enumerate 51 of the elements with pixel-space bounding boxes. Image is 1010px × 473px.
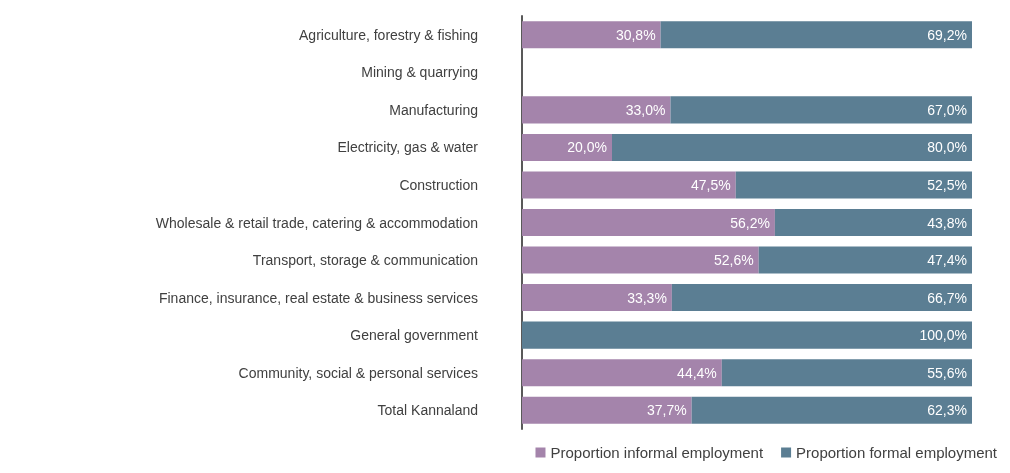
y-tick-label: Finance, insurance, real estate & business services — [158, 289, 478, 306]
data-label: 62,3% — [927, 402, 967, 419]
bar — [522, 321, 972, 349]
bar — [522, 133, 612, 161]
legend-label: Proportion formal employment — [796, 444, 998, 461]
bar — [670, 96, 972, 124]
data-label: 47,4% — [927, 252, 967, 269]
y-tick-label: Total Kannaland — [377, 402, 478, 419]
y-tick-label: General government — [350, 327, 479, 344]
data-label: 67,0% — [927, 101, 967, 118]
y-tick-label: Mining & quarrying — [361, 64, 478, 81]
y-tick-label: Manufacturing — [389, 101, 478, 118]
bar — [671, 284, 972, 312]
bar — [522, 208, 775, 237]
bar — [522, 284, 672, 312]
bar — [522, 21, 661, 49]
y-tick-label: Electricity, gas & water — [337, 139, 479, 156]
data-label: 52,6% — [714, 252, 754, 269]
data-label: 52,5% — [927, 176, 967, 193]
bar — [522, 359, 722, 387]
data-label: 43,8% — [927, 214, 967, 231]
data-label: 80,0% — [927, 139, 967, 156]
y-tick-label: Agriculture, forestry & fishing — [299, 26, 478, 43]
bar — [758, 246, 972, 274]
data-label: 69,2% — [927, 26, 967, 43]
y-tick-label: Community, social & personal services — [238, 364, 478, 381]
data-label: 56,2% — [730, 214, 770, 231]
bar — [660, 21, 972, 49]
data-label: 47,5% — [691, 176, 731, 193]
data-label: 30,8% — [615, 26, 656, 43]
data-label: 37,7% — [646, 402, 687, 419]
bar — [612, 133, 972, 161]
bar — [522, 171, 736, 199]
y-tick-label: Wholesale & retail trade, catering & accommodation — [155, 214, 478, 231]
legend-label: Proportion informal employment — [550, 444, 764, 461]
bar — [735, 171, 972, 199]
bar — [691, 396, 972, 424]
bar — [721, 359, 972, 387]
data-label: 20,0% — [567, 139, 607, 156]
y-tick-label: Construction — [399, 176, 478, 193]
data-label: 44,4% — [677, 364, 717, 381]
bar — [522, 96, 671, 124]
data-label: 100,0% — [919, 327, 967, 344]
data-label: 33,3% — [627, 289, 667, 306]
bar — [774, 208, 972, 237]
data-label: 55,6% — [927, 364, 967, 381]
data-label: 33,0% — [625, 101, 666, 118]
y-tick-label: Transport, storage & communication — [252, 252, 478, 269]
bar — [522, 246, 759, 274]
data-label: 66,7% — [927, 289, 967, 306]
bar — [522, 396, 692, 424]
